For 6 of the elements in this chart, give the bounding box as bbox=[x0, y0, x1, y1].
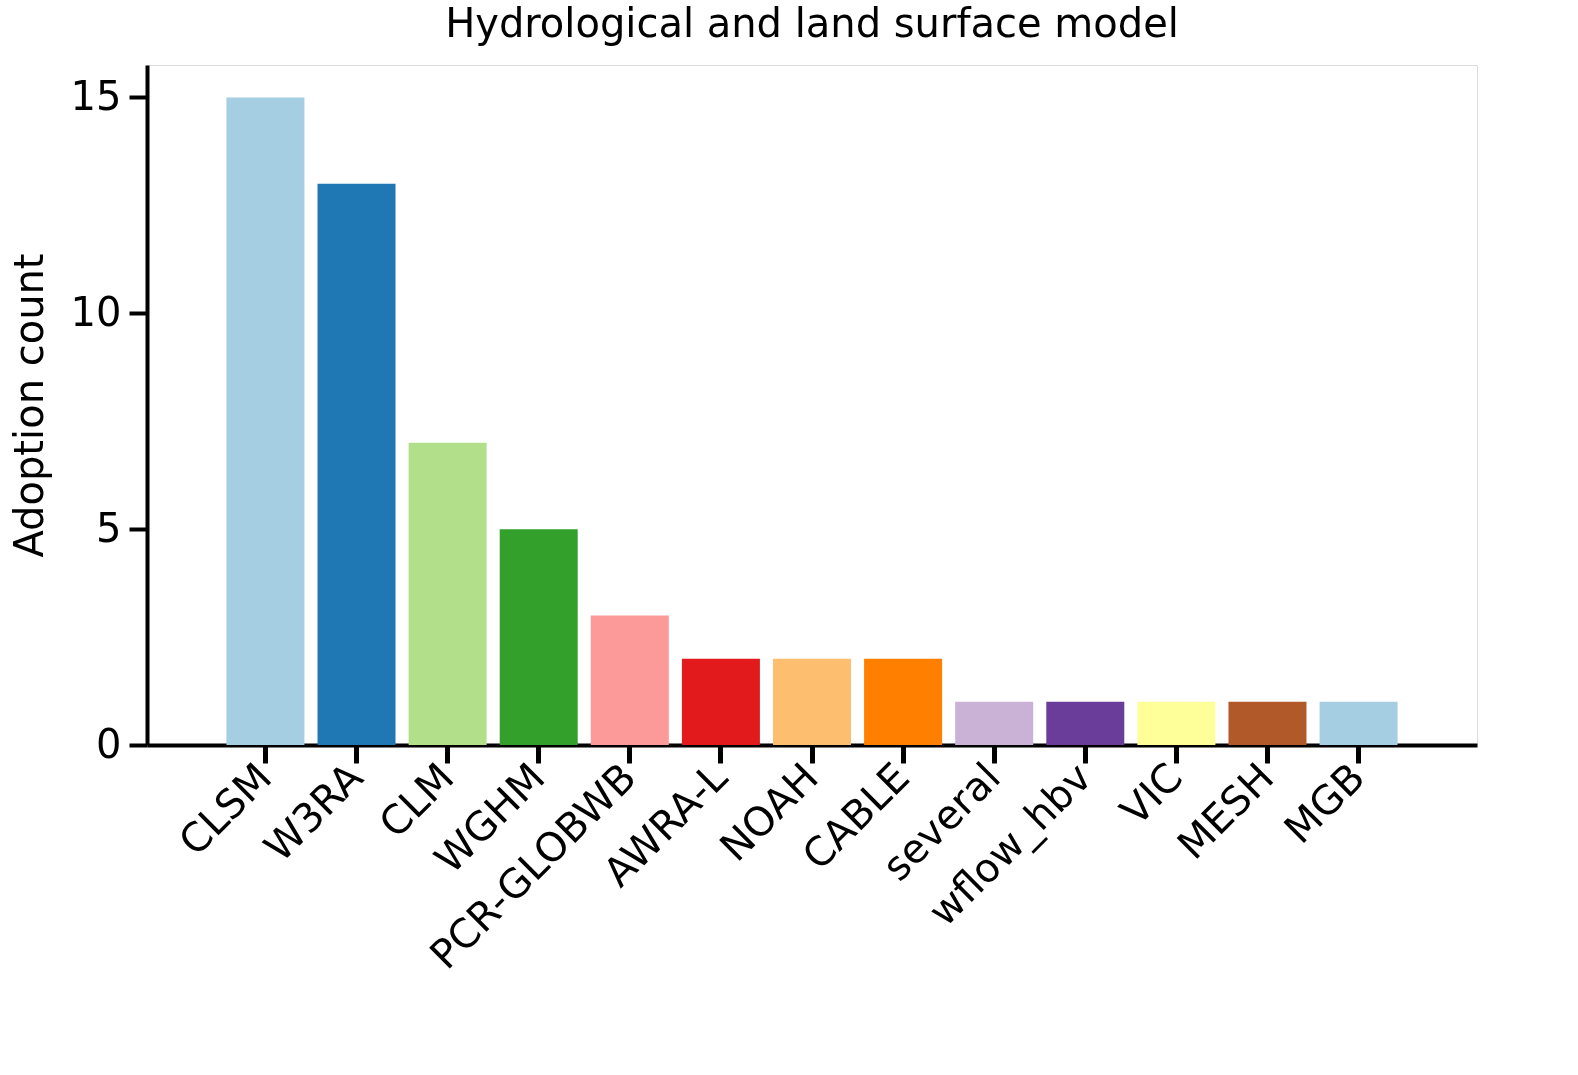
y-axis-title: Adoption count bbox=[5, 253, 52, 558]
y-tick-label: 10 bbox=[70, 288, 122, 335]
y-tick-label: 5 bbox=[96, 504, 122, 551]
chart-title: Hydrological and land surface model bbox=[445, 0, 1179, 46]
y-tick-label: 0 bbox=[96, 720, 122, 767]
y-tick-label: 15 bbox=[70, 72, 122, 119]
